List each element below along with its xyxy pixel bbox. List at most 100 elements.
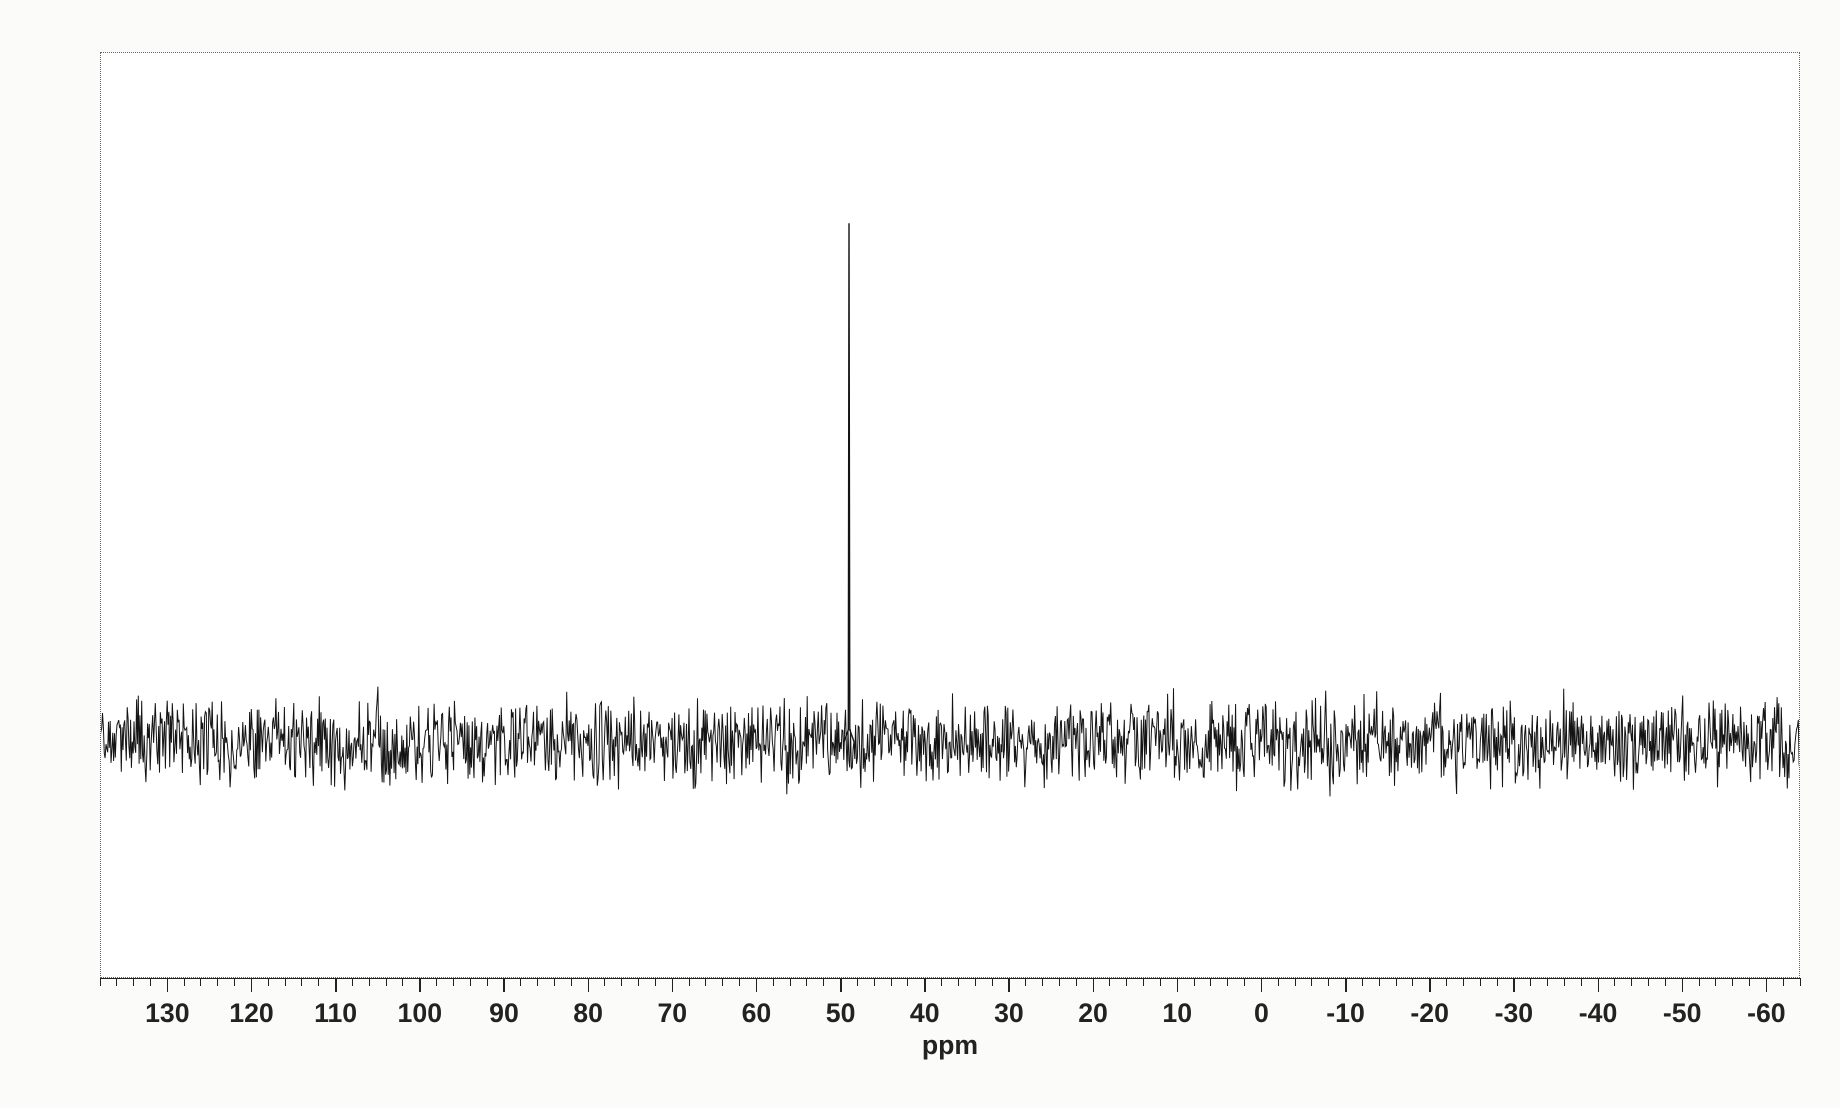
x-minor-tick [907, 978, 908, 986]
x-major-tick [1261, 978, 1263, 992]
x-tick-label: 70 [657, 998, 687, 1029]
x-minor-tick [1362, 978, 1363, 986]
x-minor-tick [470, 978, 471, 986]
x-minor-tick [705, 978, 706, 986]
x-minor-tick [1497, 978, 1498, 986]
x-minor-tick [857, 978, 858, 986]
x-minor-tick [1783, 978, 1784, 986]
x-minor-tick [1396, 978, 1397, 986]
x-major-tick [1682, 978, 1684, 992]
x-major-tick [756, 978, 758, 992]
x-minor-tick [1480, 978, 1481, 986]
x-tick-label: 80 [573, 998, 603, 1029]
x-axis-line [100, 978, 1800, 979]
x-minor-tick [184, 978, 185, 986]
x-tick-label: 100 [398, 998, 442, 1029]
x-minor-tick [1749, 978, 1750, 986]
x-minor-tick [1446, 978, 1447, 986]
x-major-tick [335, 978, 337, 992]
x-minor-tick [1564, 978, 1565, 986]
x-axis-title: ppm [922, 1030, 978, 1061]
x-minor-tick [638, 978, 639, 986]
x-minor-tick [1143, 978, 1144, 986]
x-minor-tick [352, 978, 353, 986]
x-minor-tick [369, 978, 370, 986]
x-major-tick [503, 978, 505, 992]
x-tick-label: -40 [1579, 998, 1618, 1029]
x-minor-tick [1530, 978, 1531, 986]
x-minor-tick [992, 978, 993, 986]
x-minor-tick [739, 978, 740, 986]
page: 1301201101009080706050403020100-10-20-30… [0, 0, 1840, 1108]
x-minor-tick [1194, 978, 1195, 986]
x-minor-tick [1715, 978, 1716, 986]
x-minor-tick [234, 978, 235, 986]
x-minor-tick [1463, 978, 1464, 986]
x-tick-label: 20 [1078, 998, 1108, 1029]
x-major-tick [1513, 978, 1515, 992]
x-major-tick [1177, 978, 1179, 992]
x-minor-tick [133, 978, 134, 986]
x-minor-tick [1614, 978, 1615, 986]
x-minor-tick [1732, 978, 1733, 986]
x-minor-tick [318, 978, 319, 986]
x-minor-tick [1379, 978, 1380, 986]
x-tick-label: 50 [826, 998, 856, 1029]
x-major-tick [251, 978, 253, 992]
x-minor-tick [689, 978, 690, 986]
x-minor-tick [487, 978, 488, 986]
x-minor-tick [1126, 978, 1127, 986]
x-major-tick [840, 978, 842, 992]
x-minor-tick [773, 978, 774, 986]
x-minor-tick [1244, 978, 1245, 986]
x-minor-tick [150, 978, 151, 986]
x-minor-tick [790, 978, 791, 986]
x-minor-tick [554, 978, 555, 986]
x-major-tick [167, 978, 169, 992]
x-major-tick [1093, 978, 1095, 992]
x-major-tick [1766, 978, 1768, 992]
x-minor-tick [1210, 978, 1211, 986]
x-minor-tick [217, 978, 218, 986]
x-major-tick [419, 978, 421, 992]
x-minor-tick [1278, 978, 1279, 986]
x-major-tick [1345, 978, 1347, 992]
x-minor-tick [571, 978, 572, 986]
x-minor-tick [1311, 978, 1312, 986]
x-tick-label: -60 [1747, 998, 1786, 1029]
x-minor-tick [116, 978, 117, 986]
x-major-tick [1008, 978, 1010, 992]
x-tick-label: 30 [994, 998, 1024, 1029]
x-minor-tick [453, 978, 454, 986]
x-minor-tick [806, 978, 807, 986]
x-minor-tick [1025, 978, 1026, 986]
x-minor-tick [604, 978, 605, 986]
x-minor-tick [436, 978, 437, 986]
x-minor-tick [1076, 978, 1077, 986]
x-tick-label: 120 [229, 998, 273, 1029]
x-minor-tick [975, 978, 976, 986]
x-minor-tick [1665, 978, 1666, 986]
x-minor-tick [1109, 978, 1110, 986]
x-minor-tick [655, 978, 656, 986]
x-tick-label: -20 [1410, 998, 1449, 1029]
x-minor-tick [200, 978, 201, 986]
x-axis: 1301201101009080706050403020100-10-20-30… [0, 0, 1840, 1108]
x-tick-label: -50 [1663, 998, 1702, 1029]
x-minor-tick [1042, 978, 1043, 986]
x-minor-tick [958, 978, 959, 986]
x-minor-tick [100, 978, 101, 986]
x-minor-tick [1059, 978, 1060, 986]
x-major-tick [672, 978, 674, 992]
x-minor-tick [891, 978, 892, 986]
x-minor-tick [1160, 978, 1161, 986]
x-minor-tick [621, 978, 622, 986]
x-minor-tick [1631, 978, 1632, 986]
x-minor-tick [520, 978, 521, 986]
x-minor-tick [386, 978, 387, 986]
x-tick-label: -10 [1326, 998, 1365, 1029]
x-minor-tick [537, 978, 538, 986]
x-tick-label: 90 [489, 998, 519, 1029]
x-tick-label: 10 [1162, 998, 1192, 1029]
x-minor-tick [1581, 978, 1582, 986]
